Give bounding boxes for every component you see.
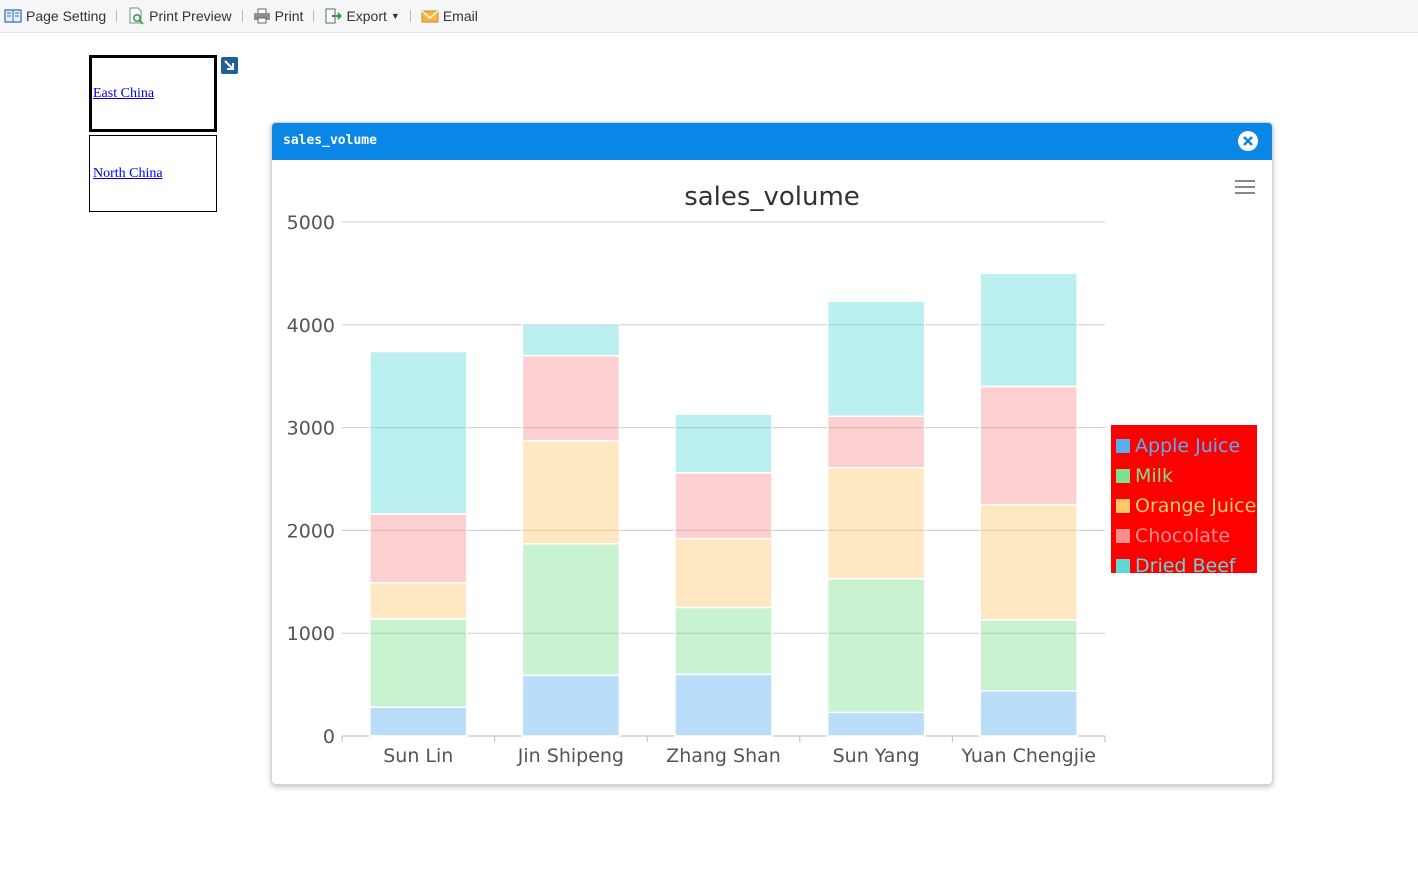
print-preview-icon — [129, 7, 144, 25]
legend-box — [1111, 425, 1257, 573]
dialog-title: sales_volume — [283, 133, 377, 148]
bar-segment — [521, 354, 621, 442]
email-icon — [421, 10, 439, 23]
bar-segment — [979, 272, 1078, 388]
bar-segment — [369, 618, 468, 708]
email-label: Email — [442, 8, 478, 24]
legend-swatch — [1116, 469, 1130, 483]
bar-segment — [826, 577, 926, 714]
caret-down-icon: ▼ — [390, 11, 400, 21]
x-tick-label: Yuan Chengjie — [960, 745, 1096, 767]
bar-segment — [674, 537, 773, 609]
toolbar: Page Setting Print Preview Print Export … — [0, 0, 1418, 33]
x-tick-label: Zhang Shan — [666, 745, 781, 767]
bar-segment — [521, 543, 621, 677]
bar-segment — [979, 385, 1078, 506]
x-tick-label: Jin Shipeng — [517, 745, 624, 767]
y-tick-label: 5000 — [287, 212, 335, 234]
email-button[interactable]: Email — [419, 0, 480, 33]
sales-volume-chart: sales_volume 0 1000 2000 3000 4000 5000 Sun Lin… — [287, 182, 1257, 767]
chart-menu-icon[interactable] — [1234, 179, 1256, 195]
toolbar-divider — [409, 10, 411, 22]
bar-segment — [521, 440, 621, 545]
export-button[interactable]: Export ▼ — [322, 0, 401, 33]
bar-segment — [674, 413, 773, 474]
bar-segment — [674, 472, 773, 540]
print-preview-label: Print Preview — [149, 8, 232, 24]
region-link-north-china[interactable]: North China — [93, 165, 163, 181]
printer-icon — [253, 8, 270, 24]
toolbar-divider — [116, 10, 118, 22]
x-tick-label: Sun Yang — [833, 745, 920, 767]
page-setting-button[interactable]: Page Setting — [2, 0, 108, 33]
y-tick-label: 3000 — [287, 418, 335, 440]
legend-label: Milk — [1135, 465, 1173, 487]
y-tick-label: 0 — [323, 726, 335, 748]
print-button[interactable]: Print — [251, 0, 306, 33]
toolbar-divider — [241, 10, 243, 22]
legend-label: Chocolate — [1135, 525, 1230, 547]
print-preview-button[interactable]: Print Preview — [125, 0, 233, 33]
legend-label: Apple Juice — [1135, 435, 1240, 457]
expand-button[interactable] — [221, 57, 238, 74]
bar-segment — [521, 323, 621, 357]
bar-segment — [674, 606, 773, 676]
bar-segment — [369, 513, 468, 584]
region-link-east-china[interactable]: East China — [93, 85, 155, 101]
legend-swatch — [1116, 529, 1130, 543]
bar-segment — [369, 706, 468, 737]
legend-swatch — [1116, 439, 1130, 453]
close-icon[interactable] — [1237, 130, 1259, 152]
bar-segment — [369, 582, 468, 620]
export-label: Export — [346, 8, 387, 24]
arrow-down-right-icon — [224, 60, 234, 70]
print-label: Print — [274, 8, 304, 24]
bar-segment — [826, 415, 926, 469]
y-tick-label: 1000 — [287, 623, 335, 645]
bar-segment — [979, 503, 1078, 621]
bar-segment — [826, 711, 926, 737]
bar-segment — [369, 350, 468, 515]
bar-segment — [979, 690, 1078, 737]
bar-segment — [979, 619, 1078, 692]
bar-segment — [521, 674, 621, 737]
bar-segment — [826, 300, 926, 418]
region-cell-east-china: East China — [89, 55, 217, 132]
chart-dialog: sales_volume sales_volume 0 1000 2000 3000 40… — [271, 122, 1273, 785]
chart-title: sales_volume — [684, 182, 860, 212]
bar-segment — [826, 466, 926, 580]
dialog-header: sales_volume — [272, 123, 1272, 160]
y-tick-label: 4000 — [287, 315, 335, 337]
y-tick-label: 2000 — [287, 520, 335, 542]
bar-segment — [674, 673, 773, 737]
toolbar-divider — [313, 10, 315, 22]
legend-swatch — [1116, 559, 1130, 573]
x-tick-label: Sun Lin — [383, 745, 453, 767]
page-setting-icon — [4, 9, 22, 23]
legend-label: Orange Juice — [1135, 495, 1256, 517]
legend-label: Dried Beef — [1135, 555, 1237, 577]
page-setting-label: Page Setting — [26, 8, 107, 24]
legend-swatch — [1116, 499, 1130, 513]
export-icon — [325, 8, 343, 24]
region-cell-north-china: North China — [89, 135, 217, 212]
